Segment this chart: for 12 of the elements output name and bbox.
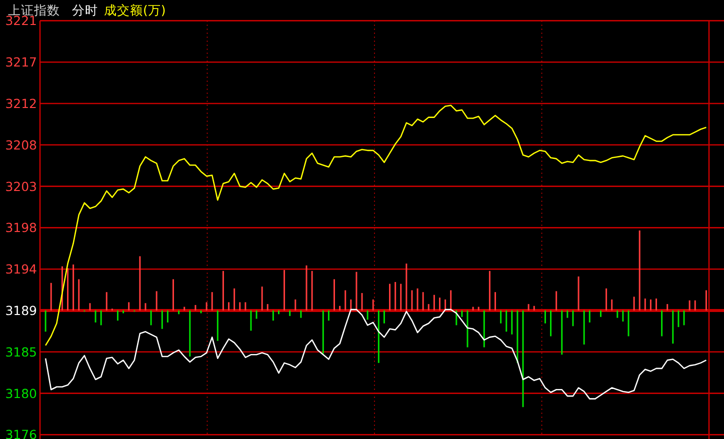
y-tick-label: 3198 bbox=[5, 220, 38, 236]
legend: 成交额(万) bbox=[104, 2, 166, 18]
y-tick-label: 3208 bbox=[5, 137, 38, 152]
y-tick-label: 3185 bbox=[5, 344, 37, 360]
y-tick-label: 3217 bbox=[5, 54, 37, 70]
y-tick-label: 3189 bbox=[5, 303, 38, 318]
y-tick-label: 3180 bbox=[5, 386, 38, 401]
y-tick-label: 3203 bbox=[5, 178, 37, 194]
y-tick-label: 3176 bbox=[5, 427, 38, 439]
y-tick-label: 3212 bbox=[5, 96, 37, 111]
chart-subtitle: 分时 bbox=[72, 2, 98, 18]
y-tick-label: 3194 bbox=[5, 262, 38, 277]
